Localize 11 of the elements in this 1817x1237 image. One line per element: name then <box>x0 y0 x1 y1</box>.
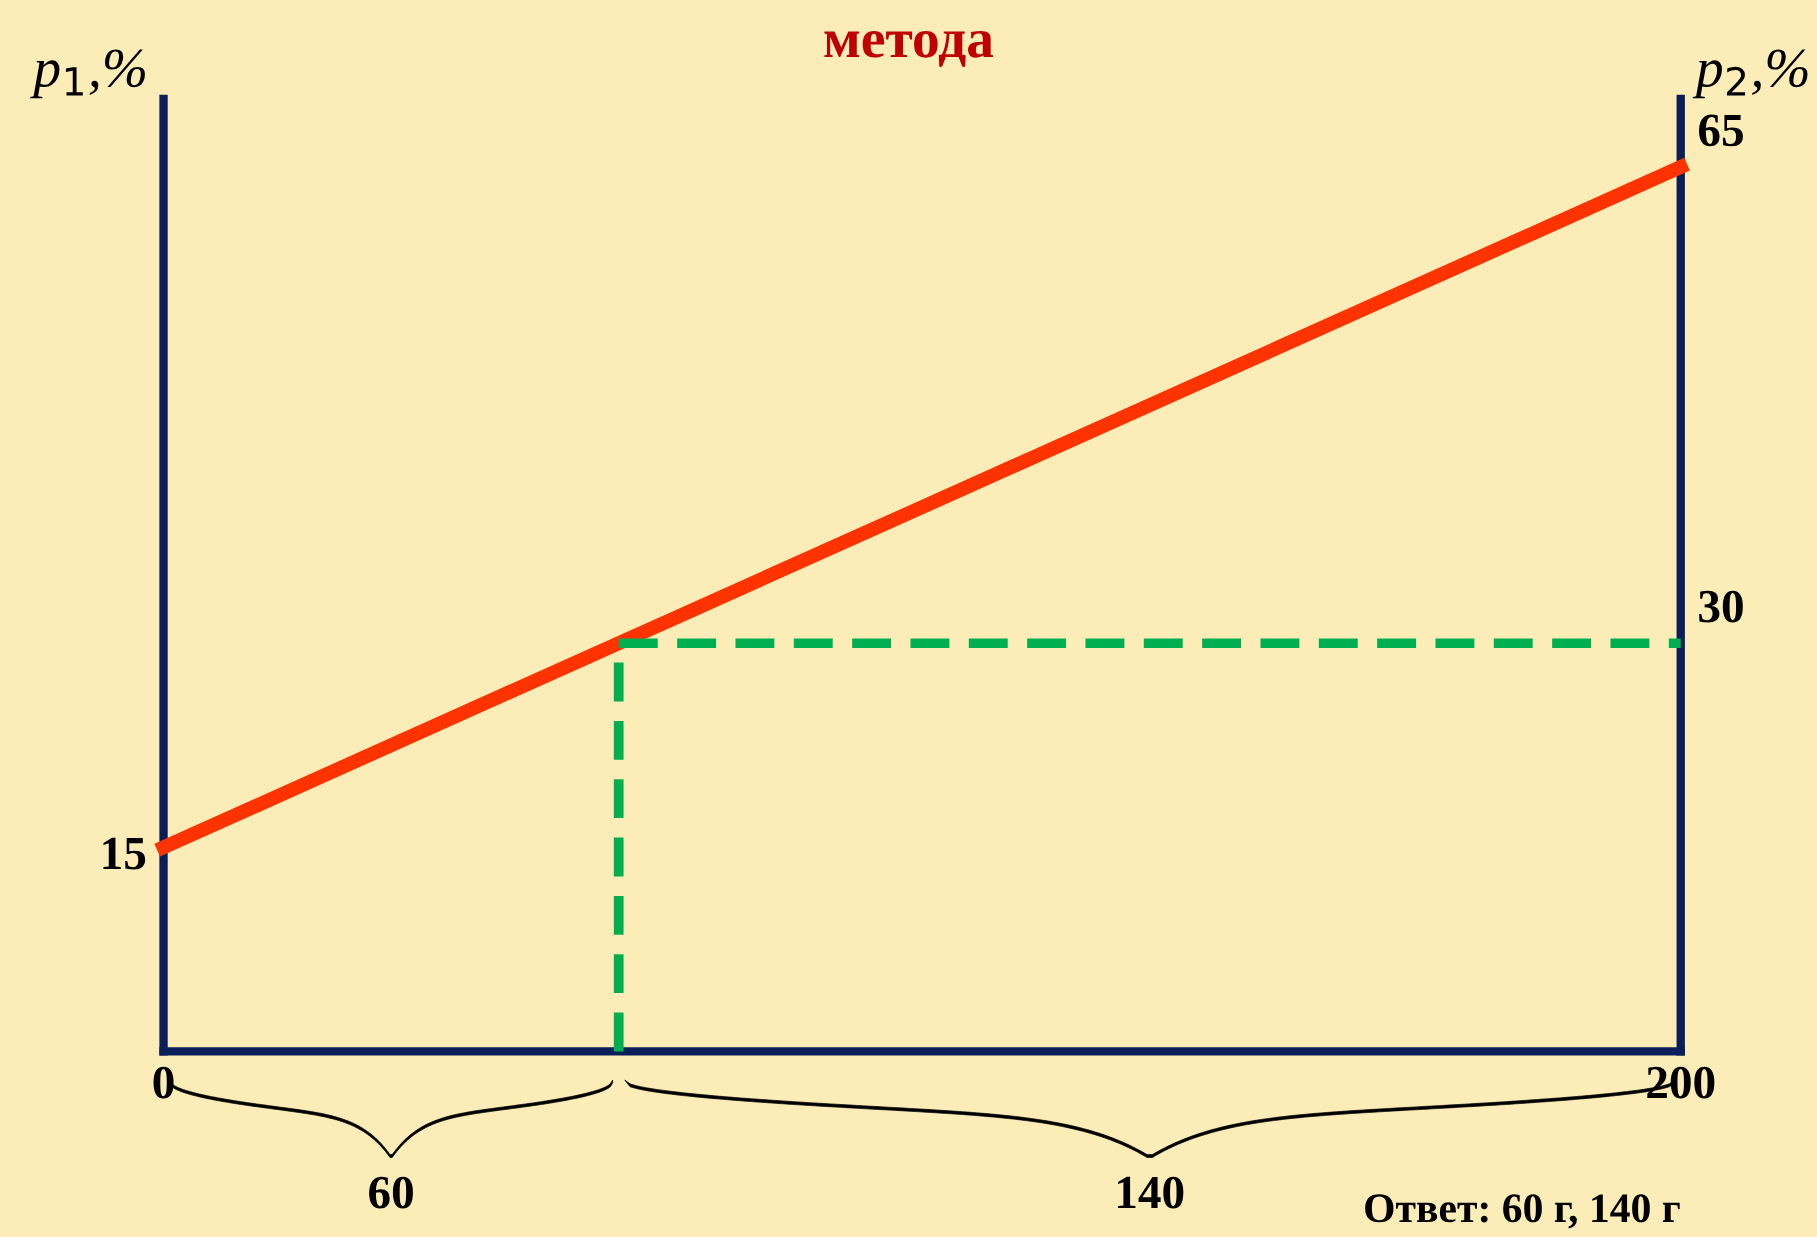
text: 60 <box>369 1176 413 1209</box>
y2-axis-title: p$_{2}$,% <box>1692 49 1808 99</box>
data-label: 30 <box>1699 590 1743 623</box>
data-label: 65 <box>1699 114 1743 147</box>
chart-title: метода <box>824 30 994 67</box>
text: Ответ: 60 г, 140 г <box>1365 1194 1680 1229</box>
x-tick-label: 200 <box>1647 1066 1715 1099</box>
y-axis-title: p$_{1}$,% <box>30 49 145 99</box>
data-label: 15 <box>103 837 146 870</box>
x-tick-label: 0 <box>153 1066 174 1099</box>
text: 140 <box>1118 1176 1184 1209</box>
